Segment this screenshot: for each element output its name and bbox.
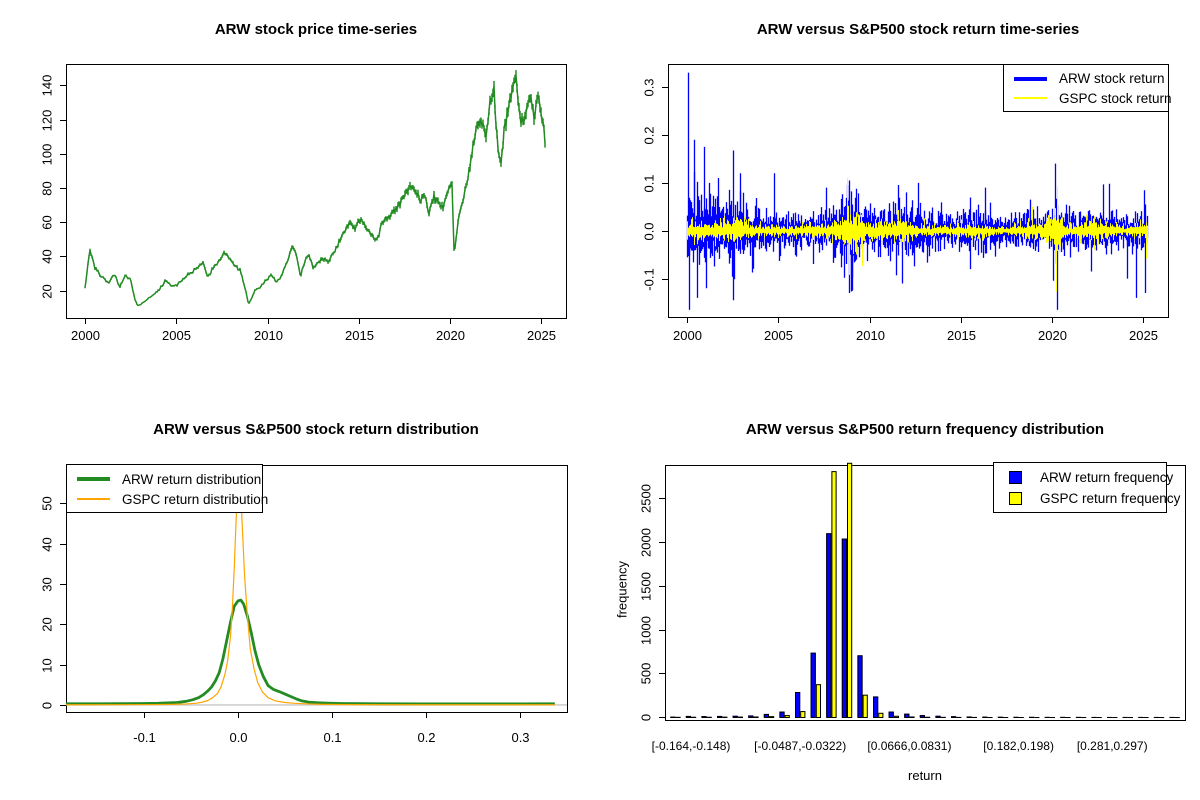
legend-item-arw-distribution: ARW return distribution (77, 470, 261, 488)
legend-item-gspc-distribution: GSPC return distribution (77, 490, 268, 508)
legend-label: GSPC return frequency (1040, 491, 1181, 506)
histogram-legend: ARW return frequency GSPC return frequen… (993, 462, 1180, 513)
y-axis-label-frequency: frequency (614, 560, 630, 619)
legend-item-gspc-frequency: GSPC return frequency (1004, 489, 1180, 508)
returns-chart-panel: ARW versus S&P500 stock return time-seri… (600, 0, 1200, 400)
arw-return-line-swatch (1014, 76, 1047, 81)
legend-label: ARW return frequency (1040, 470, 1174, 485)
gspc-return-line-swatch (1014, 97, 1047, 100)
gspc-frequency-square-swatch (1009, 492, 1022, 505)
histogram-chart-title: ARW versus S&P500 return frequency distr… (745, 421, 1105, 438)
returns-chart-canvas (600, 0, 1200, 400)
legend-item-arw-return: ARW stock return (1014, 70, 1165, 88)
legend-label: GSPC return distribution (122, 491, 269, 507)
density-legend: ARW return distribution GSPC return dist… (66, 464, 268, 513)
price-chart-panel: ARW stock price time-series (0, 0, 600, 400)
legend-item-gspc-return: GSPC stock return (1014, 90, 1172, 108)
legend-label: ARW stock return (1059, 71, 1165, 87)
legend-label: ARW return distribution (122, 471, 262, 487)
gspc-distribution-line-swatch (77, 498, 110, 500)
histogram-chart-panel: ARW versus S&P500 return frequency distr… (600, 400, 1200, 800)
legend-label: GSPC stock return (1059, 90, 1172, 106)
arw-frequency-square-swatch (1009, 471, 1022, 484)
returns-legend: ARW stock return GSPC stock return (1003, 64, 1172, 112)
x-axis-label-return: return (908, 768, 942, 783)
density-chart-panel: ARW versus S&P500 stock return distribut… (0, 400, 600, 800)
returns-chart-title: ARW versus S&P500 stock return time-seri… (756, 21, 1080, 38)
density-chart-title: ARW versus S&P500 stock return distribut… (153, 421, 479, 438)
price-chart-title: ARW stock price time-series (214, 21, 418, 38)
price-chart-canvas (0, 0, 600, 400)
density-chart-canvas (0, 400, 600, 800)
histogram-chart-canvas (600, 400, 1200, 800)
legend-item-arw-frequency: ARW return frequency (1004, 468, 1173, 487)
arw-distribution-line-swatch (77, 477, 110, 481)
